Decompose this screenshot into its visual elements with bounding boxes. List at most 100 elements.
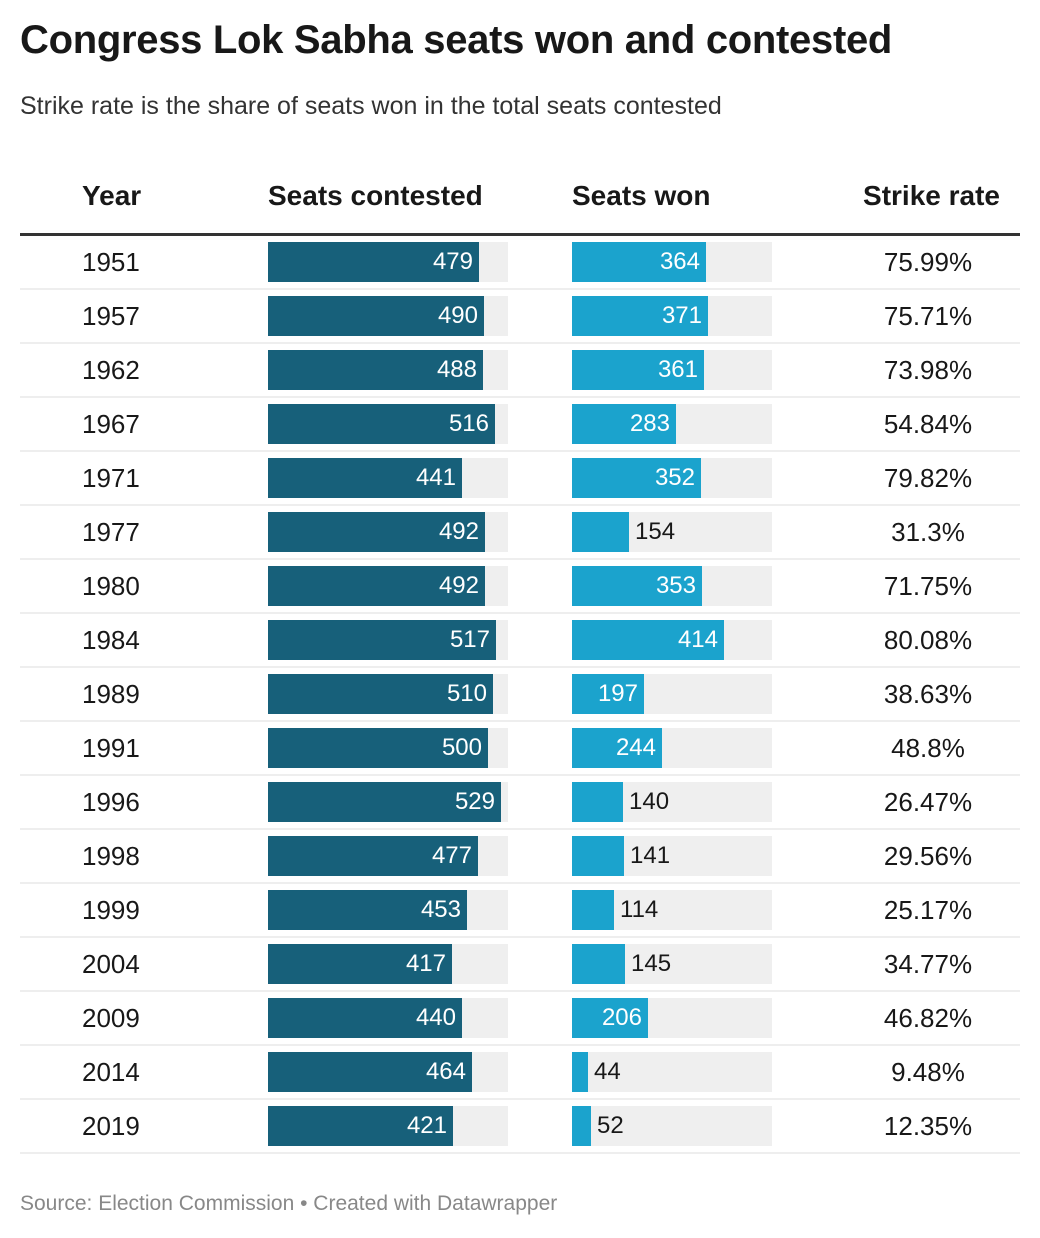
table-row: 1998 477 141 29.56%: [20, 830, 1020, 884]
won-track: 283: [572, 404, 772, 444]
strike-rate-cell: 34.77%: [883, 949, 973, 979]
contested-value: 492: [438, 518, 479, 545]
contested-bar: [268, 890, 467, 930]
contested-track: 440: [268, 998, 508, 1038]
won-bar: [572, 728, 662, 768]
year-cell: 1998: [82, 841, 140, 871]
table-row: 1980 492 353 71.75%: [20, 560, 1020, 614]
contested-track: 477: [268, 836, 508, 876]
won-track: 114: [572, 890, 772, 930]
won-value: 114: [620, 896, 659, 923]
won-value: 141: [630, 842, 671, 869]
won-track: 140: [572, 782, 772, 822]
table-row: 1967 516 283 54.84%: [20, 398, 1020, 452]
contested-value: 510: [446, 680, 487, 707]
contested-track: 510: [268, 674, 508, 714]
table-row: 1962 488 361 73.98%: [20, 344, 1020, 398]
strike-rate-cell: 73.98%: [883, 355, 973, 385]
contested-track: 453: [268, 890, 508, 930]
table-row: 1989 510 197 38.63%: [20, 668, 1020, 722]
year-cell: 2009: [82, 1003, 140, 1033]
year-cell: 1980: [82, 571, 140, 601]
contested-value: 464: [425, 1058, 466, 1085]
contested-track: 492: [268, 566, 508, 606]
contested-track: 464: [268, 1052, 508, 1092]
won-track: 371: [572, 296, 772, 336]
contested-track: 441: [268, 458, 508, 498]
contested-value: 477: [431, 842, 472, 869]
header-seats-won[interactable]: Seats won: [572, 180, 711, 211]
won-value: 52: [597, 1112, 624, 1139]
contested-value: 516: [448, 410, 489, 437]
year-cell: 2019: [82, 1111, 140, 1141]
strike-rate-cell: 54.84%: [883, 409, 973, 439]
won-track: 364: [572, 242, 772, 282]
contested-value: 440: [415, 1004, 456, 1031]
table-row: 2004 417 145 34.77%: [20, 938, 1020, 992]
strike-rate-cell: 80.08%: [883, 625, 973, 655]
contested-value: 529: [454, 788, 495, 815]
table-header: Year Seats contested Seats won Strike ra…: [20, 178, 1020, 236]
won-bar: [572, 620, 724, 660]
table-row: 1971 441 352 79.82%: [20, 452, 1020, 506]
won-bar: [572, 1052, 588, 1092]
won-value: 283: [629, 410, 670, 437]
year-cell: 1971: [82, 463, 140, 493]
table-row: 1984 517 414 80.08%: [20, 614, 1020, 668]
contested-bar: [268, 620, 496, 660]
year-cell: 1962: [82, 355, 140, 385]
won-bar: [572, 674, 644, 714]
strike-rate-cell: 25.17%: [883, 895, 973, 925]
won-bar: [572, 350, 704, 390]
contested-track: 516: [268, 404, 508, 444]
won-track: 141: [572, 836, 772, 876]
strike-rate-cell: 38.63%: [883, 679, 973, 709]
contested-value: 488: [436, 356, 477, 383]
table-row: 2014 464 44 9.48%: [20, 1046, 1020, 1100]
contested-bar: [268, 674, 493, 714]
header-year[interactable]: Year: [82, 180, 142, 211]
strike-rate-cell: 75.99%: [883, 247, 973, 277]
table-row: 2019 421 52 12.35%: [20, 1100, 1020, 1154]
strike-rate-cell: 31.3%: [891, 517, 965, 547]
won-bar: [572, 404, 676, 444]
won-bar: [572, 512, 629, 552]
contested-value: 500: [441, 734, 482, 761]
won-track: 206: [572, 998, 772, 1038]
header-strike-rate[interactable]: Strike rate: [863, 180, 1000, 211]
strike-rate-cell: 48.8%: [891, 733, 965, 763]
strike-rate-cell: 79.82%: [883, 463, 973, 493]
contested-track: 421: [268, 1106, 508, 1146]
chart-subtitle: Strike rate is the share of seats won in…: [20, 92, 722, 120]
year-cell: 1977: [82, 517, 140, 547]
contested-track: 529: [268, 782, 508, 822]
won-track: 244: [572, 728, 772, 768]
year-cell: 1991: [82, 733, 140, 763]
strike-rate-cell: 9.48%: [891, 1057, 965, 1087]
year-cell: 1999: [82, 895, 140, 925]
contested-value: 453: [420, 896, 461, 923]
won-bar: [572, 890, 614, 930]
strike-rate-cell: 46.82%: [883, 1003, 973, 1033]
contested-bar: [268, 404, 495, 444]
contested-bar: [268, 944, 452, 984]
won-value: 197: [597, 680, 638, 707]
chart-title: Congress Lok Sabha seats won and contest…: [20, 18, 893, 62]
header-seats-contested[interactable]: Seats contested: [268, 180, 483, 211]
won-bar: [572, 296, 708, 336]
table-row: 1996 529 140 26.47%: [20, 776, 1020, 830]
won-value: 140: [629, 788, 670, 815]
won-value: 352: [654, 464, 695, 491]
won-bar: [572, 242, 706, 282]
won-track: 352: [572, 458, 772, 498]
contested-track: 500: [268, 728, 508, 768]
won-bar: [572, 566, 702, 606]
contested-bar: [268, 566, 485, 606]
contested-bar: [268, 1106, 453, 1146]
table-body: 1951 479 364 75.99% 1957 490 371 75.71% 1962 488 3…: [20, 236, 1020, 1154]
strike-rate-cell: 12.35%: [883, 1111, 973, 1141]
contested-bar: [268, 728, 488, 768]
year-cell: 1967: [82, 409, 140, 439]
won-bar: [572, 944, 625, 984]
won-track: 44: [572, 1052, 772, 1092]
